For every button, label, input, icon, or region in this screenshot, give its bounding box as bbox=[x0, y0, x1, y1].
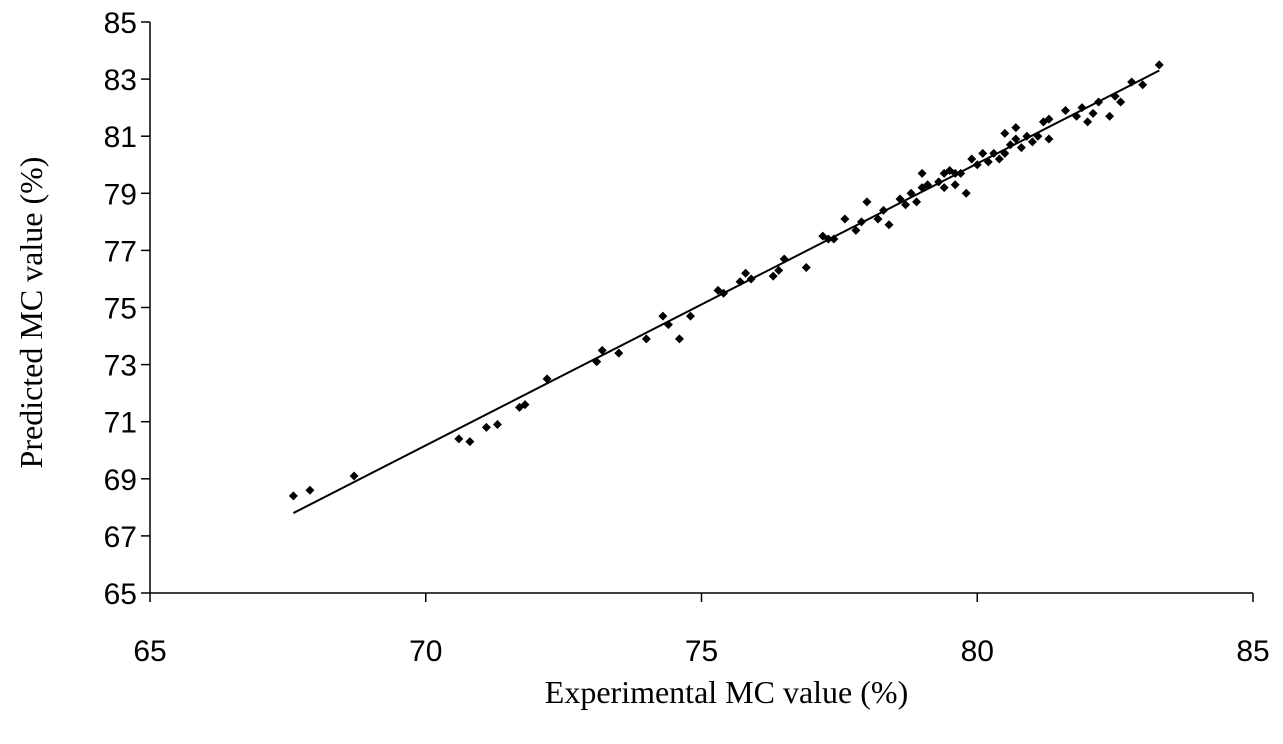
x-tick-label: 75 bbox=[685, 635, 718, 668]
y-tick-label: 67 bbox=[104, 521, 137, 554]
x-tick-label: 65 bbox=[133, 635, 166, 668]
y-tick-label: 71 bbox=[104, 407, 137, 440]
data-point bbox=[917, 168, 927, 178]
data-point bbox=[1116, 97, 1126, 107]
data-points bbox=[288, 60, 1164, 501]
data-point bbox=[768, 271, 778, 281]
data-point bbox=[1044, 134, 1054, 144]
data-point bbox=[774, 265, 784, 275]
data-point bbox=[658, 311, 668, 321]
data-point bbox=[862, 197, 872, 207]
y-tick-label: 83 bbox=[104, 64, 137, 97]
y-tick-label: 65 bbox=[104, 578, 137, 611]
data-point bbox=[978, 148, 988, 158]
data-point bbox=[912, 197, 922, 207]
data-point bbox=[542, 374, 552, 384]
data-point bbox=[901, 200, 911, 210]
data-point bbox=[1044, 114, 1054, 124]
data-point bbox=[1154, 60, 1164, 70]
data-point bbox=[454, 434, 464, 444]
data-point bbox=[349, 471, 359, 481]
y-tick-label: 85 bbox=[104, 7, 137, 40]
data-point bbox=[1016, 143, 1026, 153]
data-point bbox=[1011, 123, 1021, 133]
y-axis-title: Predicted MC value (%) bbox=[13, 157, 49, 469]
data-point bbox=[597, 345, 607, 355]
data-point bbox=[1027, 137, 1037, 147]
y-axis-ticks: 65 67 69 71 73 75 77 79 81 83 85 bbox=[104, 7, 150, 611]
x-axis-ticks: 65 70 75 80 85 bbox=[133, 593, 1270, 668]
data-point bbox=[641, 334, 651, 344]
data-point bbox=[939, 183, 949, 193]
data-point bbox=[1083, 117, 1093, 127]
y-tick-label: 73 bbox=[104, 350, 137, 383]
data-point bbox=[961, 188, 971, 198]
y-tick-label: 77 bbox=[104, 235, 137, 268]
data-point bbox=[1060, 106, 1070, 116]
y-tick-label: 81 bbox=[104, 121, 137, 154]
data-point bbox=[1011, 134, 1021, 144]
x-tick-label: 85 bbox=[1236, 635, 1269, 668]
x-tick-label: 80 bbox=[961, 635, 994, 668]
data-point bbox=[674, 334, 684, 344]
data-point bbox=[1000, 128, 1010, 138]
data-point bbox=[851, 225, 861, 235]
y-tick-label: 79 bbox=[104, 178, 137, 211]
data-point bbox=[801, 263, 811, 273]
x-tick-label: 70 bbox=[409, 635, 442, 668]
data-point bbox=[614, 348, 624, 358]
y-tick-label: 75 bbox=[104, 293, 137, 326]
data-point bbox=[873, 214, 883, 224]
trendline bbox=[292, 69, 1160, 514]
x-axis-title: Experimental MC value (%) bbox=[545, 674, 908, 710]
data-point bbox=[840, 214, 850, 224]
data-point bbox=[520, 400, 530, 410]
data-point bbox=[685, 311, 695, 321]
data-point bbox=[288, 491, 298, 501]
data-point bbox=[492, 420, 502, 430]
data-point bbox=[950, 180, 960, 190]
data-point bbox=[884, 220, 894, 230]
data-point bbox=[994, 154, 1004, 164]
y-tick-label: 69 bbox=[104, 464, 137, 497]
data-point bbox=[741, 268, 751, 278]
data-point bbox=[305, 485, 315, 495]
data-point bbox=[1105, 111, 1115, 121]
data-point bbox=[1138, 80, 1148, 90]
data-point bbox=[481, 422, 491, 432]
data-point bbox=[465, 437, 475, 447]
data-point bbox=[1088, 108, 1098, 118]
data-point bbox=[967, 154, 977, 164]
